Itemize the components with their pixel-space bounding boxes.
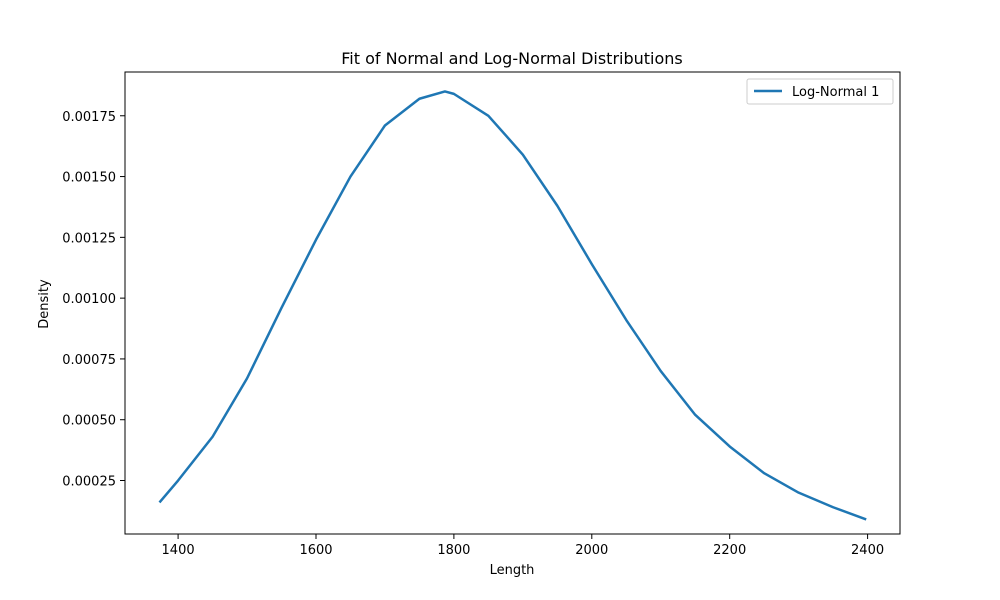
- y-tick-label: 0.00025: [62, 475, 116, 490]
- y-tick-label: 0.00125: [62, 231, 116, 246]
- x-tick-label: 2200: [713, 543, 746, 558]
- y-tick-label: 0.00175: [62, 110, 116, 125]
- y-tick-label: 0.00075: [62, 353, 116, 368]
- x-tick-label: 2000: [575, 543, 608, 558]
- x-tick-label: 1600: [299, 543, 332, 558]
- plot-area: 1400 1600 1800 2000 2200 2400 0.00025 0.00050 0.…: [62, 71, 901, 558]
- legend-box: [746, 78, 894, 105]
- y-tick-label: 0.00100: [62, 292, 116, 307]
- legend: Log-Normal 1: [746, 78, 894, 105]
- chart-title: Fit of Normal and Log-Normal Distributio…: [341, 49, 683, 68]
- plot-frame: [124, 71, 901, 535]
- y-axis-label: Density: [37, 279, 52, 329]
- y-tick-label: 0.00050: [62, 414, 116, 429]
- x-tick-label: 1800: [437, 543, 470, 558]
- x-tick-label: 1400: [162, 543, 195, 558]
- y-tick-label: 0.00150: [62, 171, 116, 186]
- x-axis-label: Length: [490, 563, 535, 578]
- x-tick-label: 2400: [851, 543, 884, 558]
- series-line-0: [158, 90, 867, 521]
- legend-label-log-normal-1: Log-Normal 1: [792, 85, 879, 100]
